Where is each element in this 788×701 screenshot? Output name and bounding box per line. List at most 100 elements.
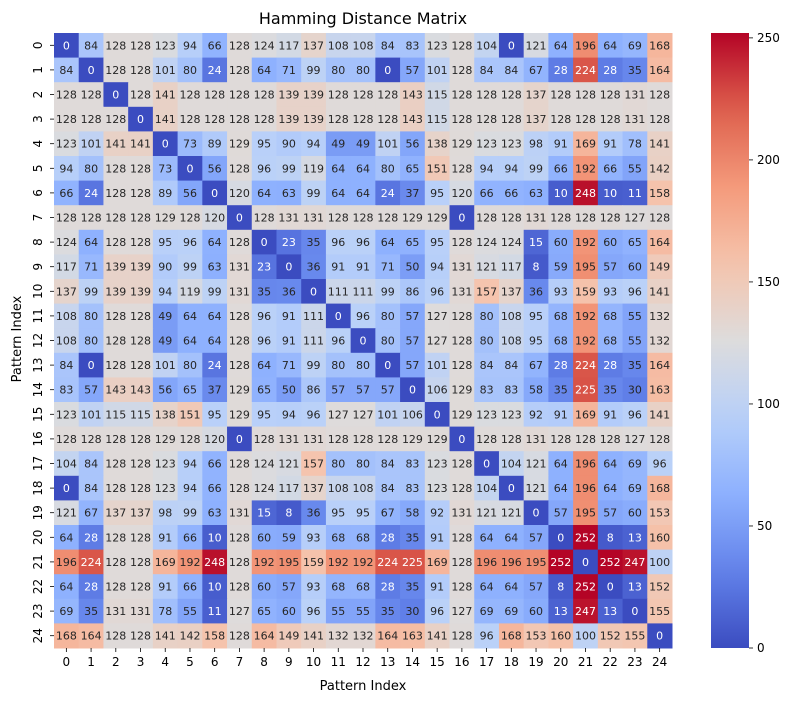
cell-value-label: 68 [356, 581, 370, 594]
heatmap-cell [474, 598, 500, 624]
colorbar-tick-label: 0 [757, 641, 765, 655]
cell-value-label: 195 [278, 556, 299, 569]
heatmap-cell [301, 598, 327, 624]
heatmap-cell [103, 574, 129, 600]
cell-value-label: 108 [56, 335, 77, 348]
cell-value-label: 57 [381, 384, 395, 397]
heatmap-cell [152, 229, 179, 255]
cell-value-label: 132 [649, 335, 670, 348]
cell-value-label: 127 [451, 605, 472, 618]
heatmap-cell [152, 500, 179, 526]
heatmap-cell [54, 229, 80, 255]
heatmap-cell [128, 574, 154, 600]
cell-value-label: 129 [451, 384, 472, 397]
cell-value-label: 80 [381, 162, 395, 175]
cell-value-label: 139 [130, 285, 151, 298]
cell-value-label: 142 [649, 162, 670, 175]
heatmap-cell-labels: 0 84 128 128 123 94 66 128 124 117 137 108 108 84 83 12… [56, 39, 670, 642]
heatmap-cell [622, 574, 648, 600]
heatmap-cell [548, 303, 574, 329]
heatmap-cell [350, 525, 376, 551]
y-tick-label: 23 [31, 603, 45, 618]
heatmap-cell [400, 598, 426, 624]
heatmap-cell [350, 279, 376, 305]
heatmap-cell [523, 106, 549, 132]
heatmap-cell [152, 451, 179, 477]
cell-value-label: 137 [526, 113, 547, 126]
heatmap-cell [103, 500, 129, 526]
cell-value-label: 128 [254, 212, 275, 225]
cell-value-label: 0 [186, 162, 193, 175]
heatmap-cell [325, 254, 352, 280]
cell-value-label: 128 [476, 433, 497, 446]
cell-value-label: 36 [282, 285, 296, 298]
cell-value-label: 128 [229, 359, 250, 372]
heatmap-cell [177, 33, 203, 59]
heatmap-cell [400, 106, 426, 132]
cell-value-label: 24 [208, 64, 222, 77]
heatmap-cell [400, 377, 426, 403]
cell-value-label: 225 [575, 384, 596, 397]
cell-value-label: 123 [427, 458, 448, 471]
heatmap-cell [54, 33, 80, 59]
heatmap-cell [152, 33, 179, 59]
heatmap-cell [325, 500, 352, 526]
x-tick-label: 0 [63, 655, 71, 669]
heatmap-cell [251, 475, 277, 501]
heatmap-cell [375, 156, 401, 182]
heatmap-cell [548, 352, 574, 378]
heatmap-cell [622, 377, 648, 403]
cell-value-label: 117 [278, 39, 299, 52]
heatmap-cell [251, 598, 277, 624]
heatmap-cell [54, 402, 80, 428]
heatmap-cell [78, 623, 104, 649]
heatmap-cell [202, 131, 228, 157]
cell-value-label: 128 [229, 458, 250, 471]
heatmap-cell [548, 451, 574, 477]
cell-value-label: 128 [130, 335, 151, 348]
cell-value-label: 55 [628, 335, 642, 348]
cell-value-label: 35 [628, 359, 642, 372]
cell-value-label: 55 [628, 310, 642, 323]
heatmap-cell [78, 402, 104, 428]
heatmap-cell [449, 574, 475, 600]
heatmap-cell [474, 377, 500, 403]
cell-value-label: 80 [84, 335, 98, 348]
cell-value-label: 195 [526, 556, 547, 569]
cell-value-label: 128 [105, 39, 126, 52]
cell-value-label: 137 [501, 285, 522, 298]
heatmap-cell [276, 229, 302, 255]
colorbar-tick-label: 200 [757, 153, 780, 167]
heatmap-cell [449, 279, 475, 305]
heatmap-cell [548, 131, 574, 157]
cell-value-label: 13 [628, 531, 642, 544]
x-tick-label: 3 [137, 655, 145, 669]
heatmap-cell [647, 451, 673, 477]
cell-value-label: 128 [81, 212, 102, 225]
heatmap-cell [400, 303, 426, 329]
heatmap-cell [202, 623, 228, 649]
cell-value-label: 0 [236, 433, 243, 446]
heatmap-cell [128, 549, 154, 575]
cell-value-label: 71 [282, 64, 296, 77]
cell-value-label: 128 [353, 212, 374, 225]
heatmap-cell [424, 500, 451, 526]
cell-value-label: 60 [554, 236, 568, 249]
heatmap-cell [523, 33, 549, 59]
cell-value-label: 128 [328, 433, 349, 446]
heatmap-cell [474, 33, 500, 59]
cell-value-label: 99 [307, 359, 321, 372]
cell-value-label: 11 [628, 187, 642, 200]
cell-value-label: 128 [229, 335, 250, 348]
heatmap-cell [276, 475, 302, 501]
cell-value-label: 196 [501, 556, 522, 569]
cell-value-label: 108 [501, 310, 522, 323]
cell-value-label: 35 [603, 384, 617, 397]
heatmap-cell [78, 549, 104, 575]
cell-value-label: 95 [529, 335, 543, 348]
cell-value-label: 141 [130, 138, 151, 151]
heatmap-cell [573, 57, 599, 83]
heatmap-cell [424, 156, 451, 182]
cell-value-label: 121 [501, 507, 522, 520]
cell-value-label: 94 [158, 285, 172, 298]
